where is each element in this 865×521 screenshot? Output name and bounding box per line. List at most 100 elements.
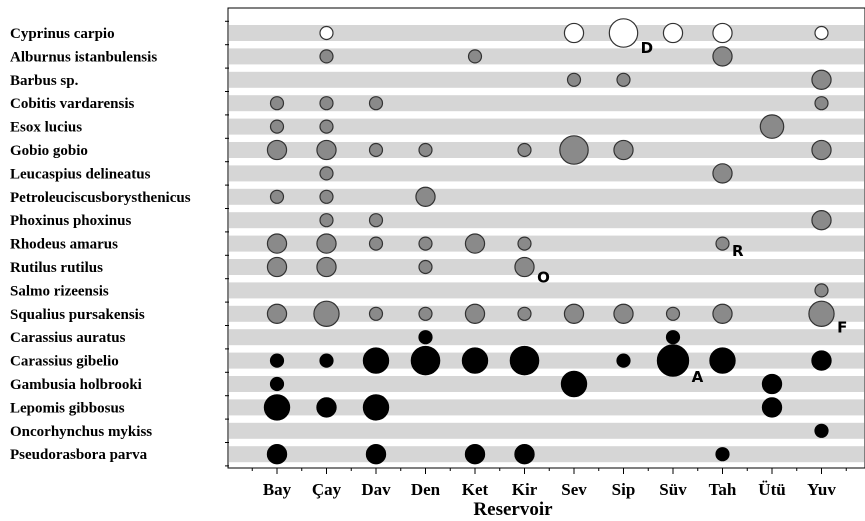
bubble	[266, 233, 288, 254]
species-label: Squalius pursakensis	[10, 307, 145, 323]
row-band	[229, 235, 864, 252]
bubble	[712, 22, 733, 44]
bubble	[814, 423, 829, 438]
annotation-label: R	[732, 242, 744, 260]
bubble	[269, 96, 285, 111]
row-band	[229, 142, 864, 158]
x-tick-label: Çay	[312, 480, 342, 499]
row-band	[229, 95, 864, 112]
bubble	[759, 114, 785, 139]
reservoir-labels: Bay Çay Dav Den Ket Kir Sev Sip Süv Tah Ütü Yuv	[263, 480, 837, 499]
axis-ticks	[225, 20, 847, 474]
row-band	[229, 422, 864, 439]
row-band	[229, 188, 864, 205]
x-tick-label: Ket	[462, 480, 489, 499]
bubble	[514, 444, 535, 465]
bubble	[559, 135, 589, 165]
species-label: Gambusia holbrooki	[10, 377, 142, 393]
species-label: Lepomis gibbosus	[10, 400, 125, 416]
bubble	[418, 330, 433, 345]
plot-frame	[227, 7, 865, 469]
bubble	[368, 306, 384, 321]
bubble	[418, 259, 433, 275]
bubble	[319, 119, 334, 134]
bubble	[712, 46, 733, 67]
bubble	[517, 306, 532, 321]
x-tick-label: Yuv	[807, 480, 836, 499]
bubble	[418, 142, 433, 158]
bubble	[461, 347, 489, 374]
bubble	[319, 166, 334, 181]
row-band	[229, 212, 864, 229]
bubble	[368, 236, 384, 251]
bubble	[316, 139, 337, 161]
bubble	[808, 300, 835, 327]
bubble	[613, 139, 634, 161]
species-label: Rhodeus amarus	[10, 237, 118, 253]
bubble	[266, 139, 288, 161]
bubble	[616, 72, 631, 87]
row-band	[229, 446, 864, 463]
bubble	[517, 236, 532, 251]
bubble	[365, 444, 387, 465]
bubble	[712, 303, 733, 324]
row-band	[229, 259, 864, 275]
bubble	[665, 330, 681, 345]
x-tick-label: Tah	[709, 480, 737, 499]
bubble	[362, 394, 390, 421]
bubble	[563, 22, 585, 44]
bubble	[316, 256, 337, 278]
annotation-label: F	[837, 318, 847, 336]
x-axis-label: Reservoir	[473, 499, 553, 520]
bubble	[269, 119, 285, 134]
bubble	[665, 306, 681, 321]
bubble	[368, 213, 384, 228]
bubble	[418, 236, 433, 251]
bubble	[313, 300, 340, 327]
bubble	[616, 353, 631, 368]
bubble	[410, 345, 441, 376]
bubble	[319, 189, 334, 204]
bubble	[266, 444, 288, 465]
row-band	[229, 329, 864, 346]
x-tick-label: Süv	[659, 480, 687, 499]
bubble	[266, 303, 288, 324]
species-label: Barbus sp.	[10, 73, 79, 89]
annotation-label: D	[641, 39, 653, 57]
bubble	[418, 306, 433, 321]
bubble	[464, 303, 486, 324]
row-band	[229, 71, 864, 88]
bubble	[464, 444, 486, 465]
bubble	[266, 256, 288, 278]
species-label: Gobio gobio	[10, 143, 88, 159]
x-tick-label: Dav	[361, 480, 391, 499]
x-tick-label: Sev	[561, 480, 587, 499]
bubble	[811, 350, 832, 371]
bubble	[814, 283, 829, 298]
row-band	[229, 48, 864, 65]
bubble	[464, 233, 486, 254]
species-label: Carassius auratus	[10, 330, 126, 346]
bubble	[709, 347, 736, 374]
bubble	[712, 163, 733, 184]
bubble	[316, 397, 337, 418]
bubble	[656, 344, 690, 377]
row-band	[229, 25, 864, 41]
species-label: Salmo rizeensis	[10, 283, 109, 299]
species-label: Leucaspius delineatus	[10, 166, 151, 182]
bubble	[319, 96, 334, 111]
species-label: Petroleuciscusborysthenicus	[10, 190, 191, 206]
bubble	[415, 186, 436, 207]
species-labels: Cyprinus carpio Alburnus istanbulensis Bar…	[10, 26, 191, 463]
bubble	[814, 96, 829, 111]
bubble	[269, 189, 285, 204]
bubble	[368, 142, 384, 158]
bubble	[613, 303, 634, 324]
row-band	[229, 305, 864, 322]
bubbles	[263, 18, 835, 465]
bubble	[362, 347, 390, 374]
bubble	[563, 303, 585, 324]
species-label: Phoxinus phoxinus	[10, 213, 131, 229]
bubble	[467, 49, 483, 64]
